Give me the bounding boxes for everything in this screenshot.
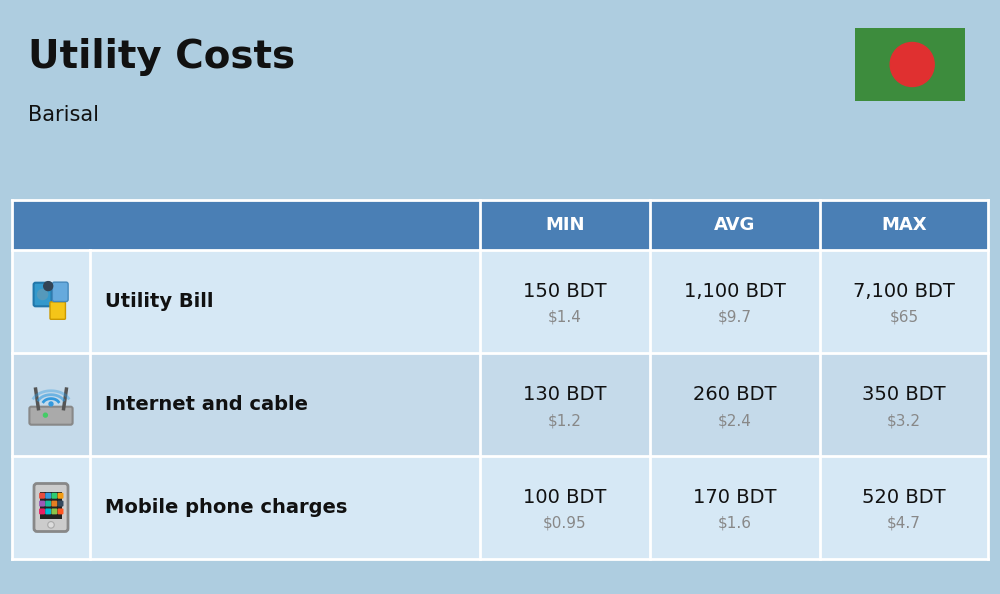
- Text: $2.4: $2.4: [718, 413, 752, 428]
- Text: 520 BDT: 520 BDT: [862, 488, 946, 507]
- Text: $0.95: $0.95: [543, 516, 587, 531]
- FancyBboxPatch shape: [39, 501, 45, 507]
- Text: MIN: MIN: [545, 216, 585, 234]
- Text: MAX: MAX: [881, 216, 927, 234]
- Text: 150 BDT: 150 BDT: [523, 282, 607, 301]
- FancyBboxPatch shape: [51, 501, 57, 507]
- Text: $1.6: $1.6: [718, 516, 752, 531]
- Bar: [12, 200, 988, 250]
- Text: 100 BDT: 100 BDT: [523, 488, 607, 507]
- Text: $3.2: $3.2: [887, 413, 921, 428]
- FancyBboxPatch shape: [39, 508, 45, 514]
- Text: 1,100 BDT: 1,100 BDT: [684, 282, 786, 301]
- Text: Mobile phone charges: Mobile phone charges: [105, 498, 347, 517]
- FancyBboxPatch shape: [855, 28, 965, 101]
- Bar: [12, 456, 988, 559]
- FancyBboxPatch shape: [29, 407, 73, 425]
- Text: $65: $65: [889, 310, 919, 325]
- FancyBboxPatch shape: [51, 493, 57, 499]
- Text: 7,100 BDT: 7,100 BDT: [853, 282, 955, 301]
- Text: Utility Costs: Utility Costs: [28, 38, 295, 76]
- FancyBboxPatch shape: [58, 501, 63, 507]
- FancyBboxPatch shape: [45, 493, 51, 499]
- FancyBboxPatch shape: [34, 484, 68, 532]
- Circle shape: [43, 413, 47, 417]
- Circle shape: [49, 523, 53, 527]
- Bar: [12, 353, 988, 456]
- Circle shape: [890, 43, 934, 87]
- FancyBboxPatch shape: [39, 493, 45, 499]
- Text: Barisal: Barisal: [28, 105, 99, 125]
- Bar: [12, 250, 988, 353]
- Text: 170 BDT: 170 BDT: [693, 488, 777, 507]
- FancyBboxPatch shape: [58, 508, 63, 514]
- FancyBboxPatch shape: [45, 501, 51, 507]
- FancyBboxPatch shape: [34, 283, 52, 307]
- Text: $1.4: $1.4: [548, 310, 582, 325]
- Circle shape: [44, 282, 53, 290]
- Text: 350 BDT: 350 BDT: [862, 385, 946, 404]
- FancyBboxPatch shape: [50, 302, 65, 320]
- Text: AVG: AVG: [714, 216, 756, 234]
- Text: $4.7: $4.7: [887, 516, 921, 531]
- Text: $1.2: $1.2: [548, 413, 582, 428]
- Bar: [40, 492, 62, 519]
- Text: $9.7: $9.7: [718, 310, 752, 325]
- Text: 260 BDT: 260 BDT: [693, 385, 777, 404]
- FancyBboxPatch shape: [52, 282, 68, 302]
- Text: Internet and cable: Internet and cable: [105, 395, 308, 414]
- Text: Utility Bill: Utility Bill: [105, 292, 214, 311]
- FancyBboxPatch shape: [58, 493, 63, 499]
- Circle shape: [49, 402, 53, 406]
- Circle shape: [38, 289, 48, 299]
- FancyBboxPatch shape: [51, 508, 57, 514]
- FancyBboxPatch shape: [45, 508, 51, 514]
- Text: 130 BDT: 130 BDT: [523, 385, 607, 404]
